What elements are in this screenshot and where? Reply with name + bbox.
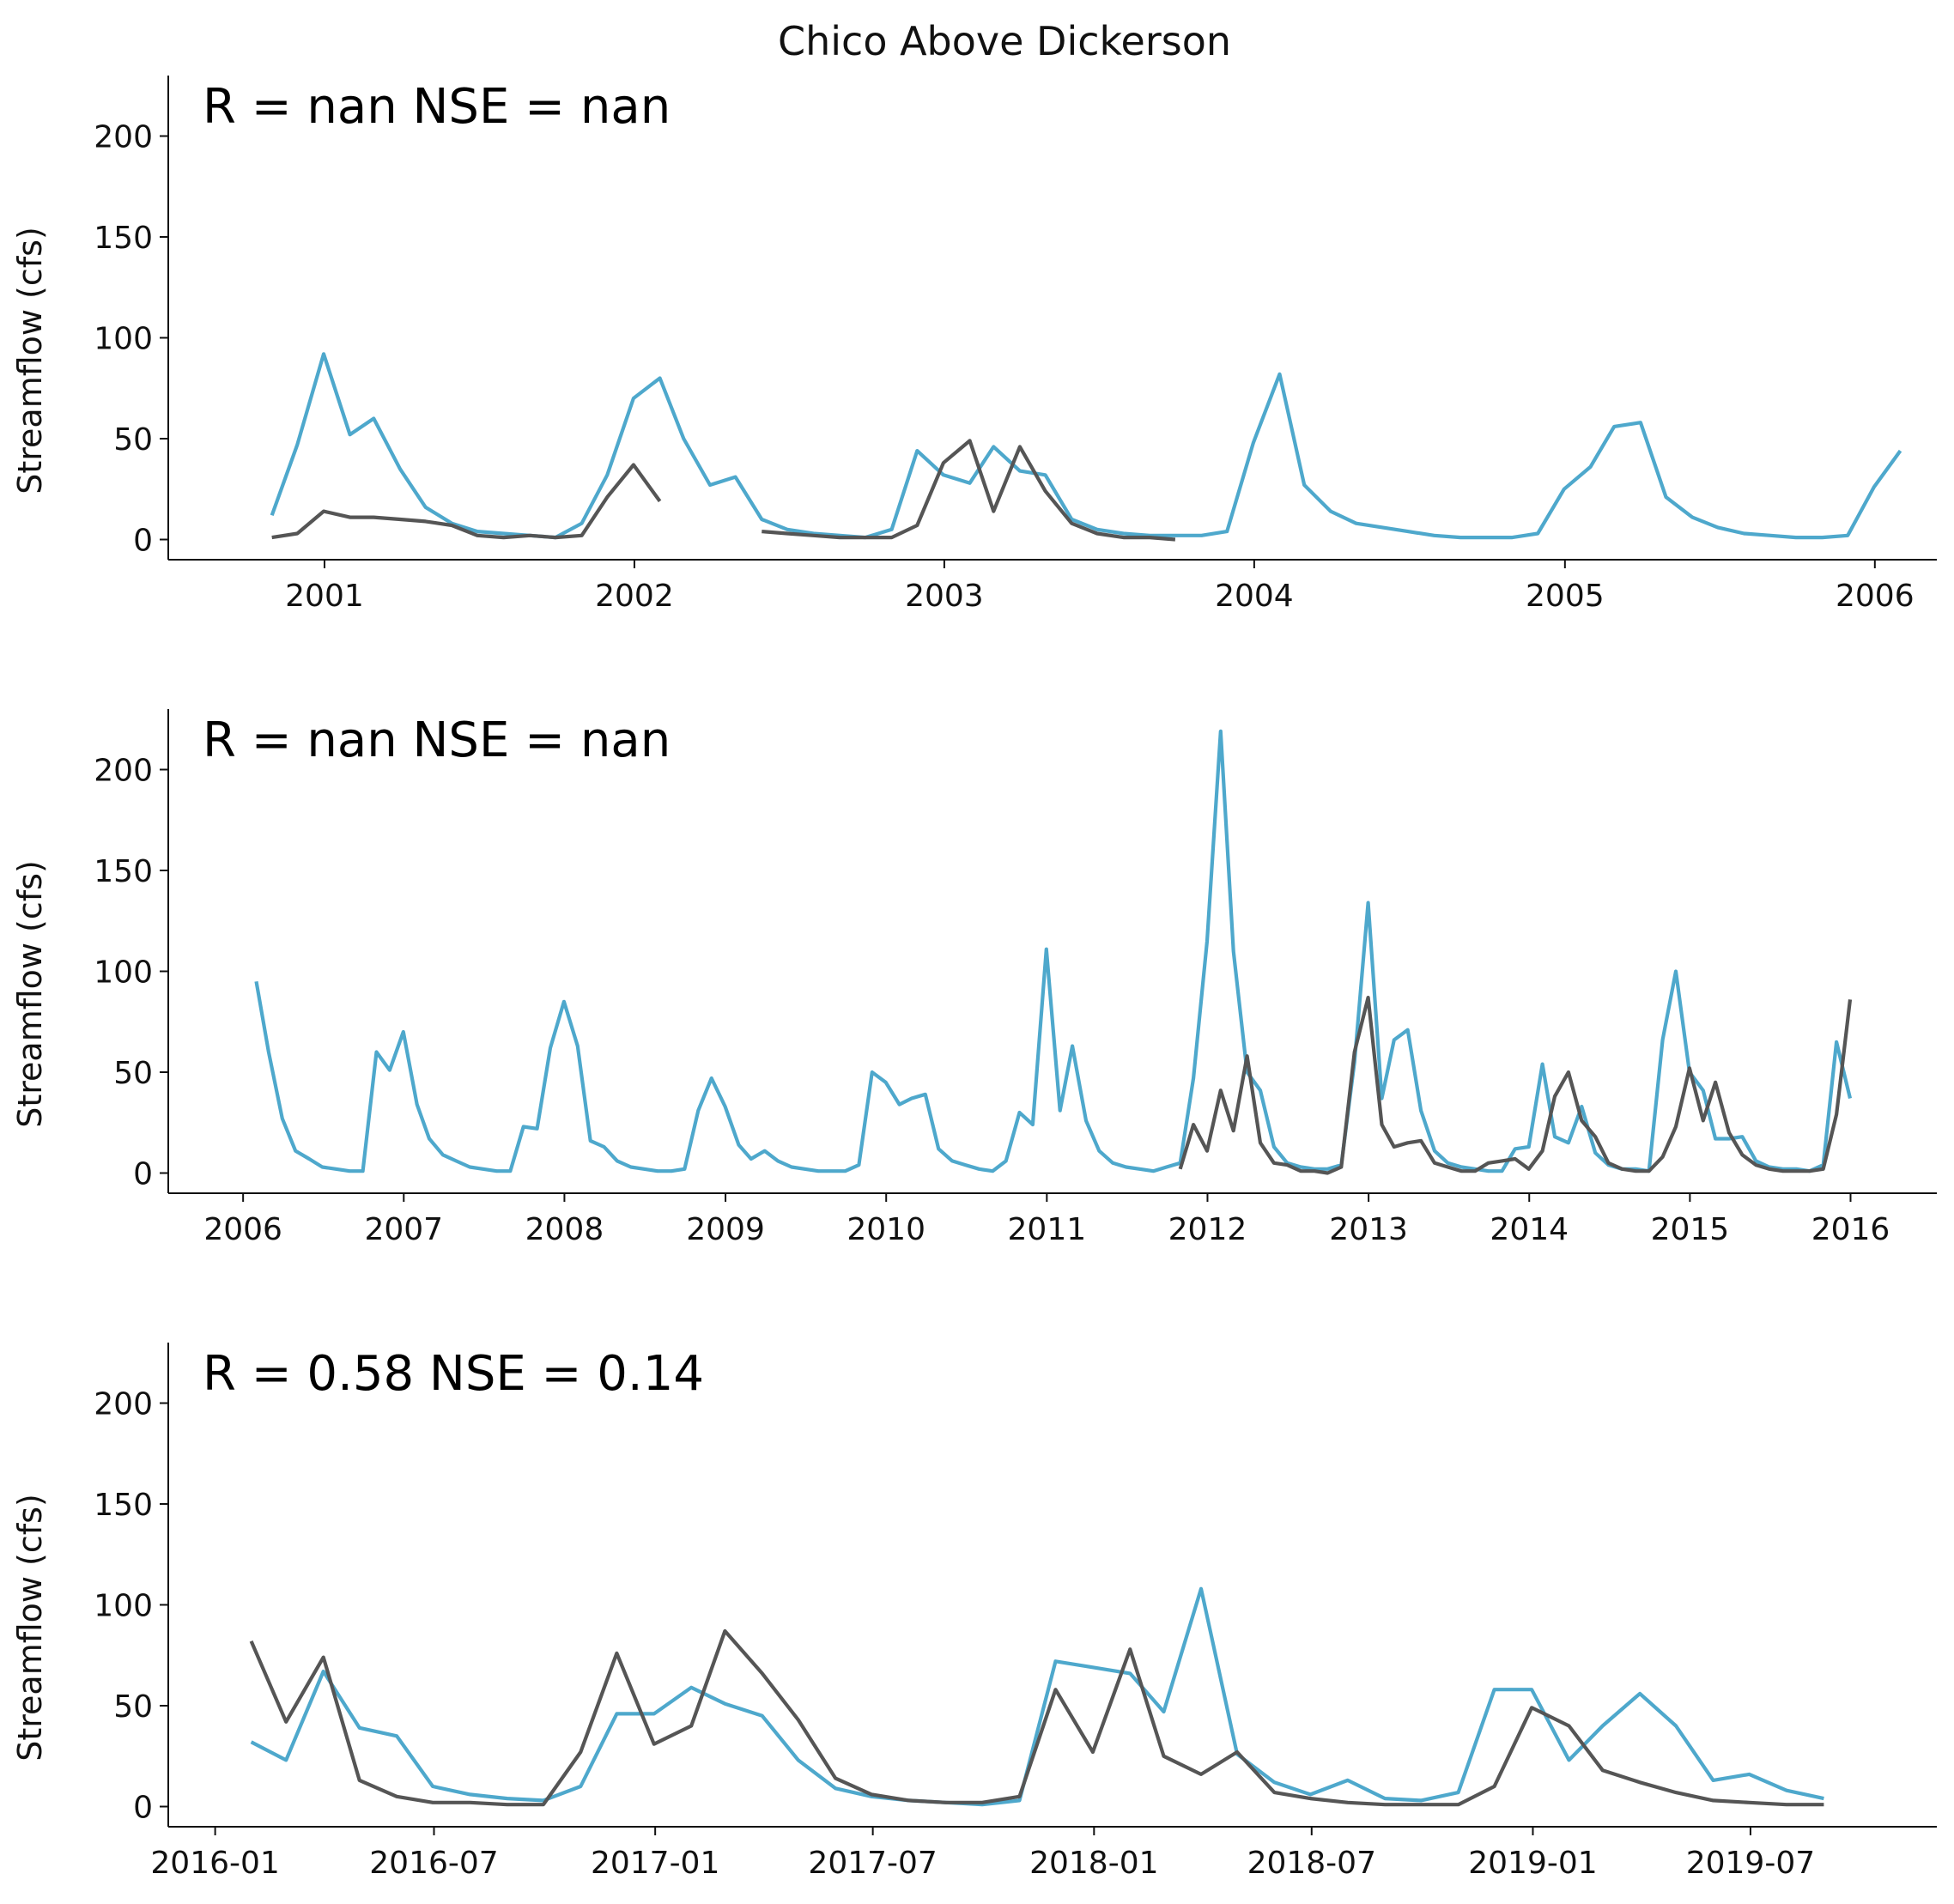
x-tick-label: 2004 [1215, 579, 1294, 614]
x-tick-label: 2007 [364, 1212, 443, 1247]
series-observed-line-1 [271, 463, 662, 540]
series-observed-line-1 [249, 1628, 1824, 1807]
x-tick-label: 2005 [1526, 579, 1605, 614]
x-tick-label: 2002 [595, 579, 674, 614]
x-tick-label: 2013 [1329, 1212, 1408, 1247]
y-tick-label: 100 [94, 1589, 153, 1624]
y-tick-label: 150 [94, 221, 153, 256]
y-axis-label: Streamflow (cfs) [11, 227, 49, 494]
y-tick-label: 0 [133, 1157, 153, 1192]
y-tick-label: 50 [113, 1056, 153, 1091]
y-tick-label: 200 [94, 754, 153, 789]
x-tick-label: 2019-07 [1686, 1846, 1815, 1881]
x-tick-label: 2006 [1836, 579, 1915, 614]
y-axis-label: Streamflow (cfs) [11, 1494, 49, 1762]
x-tick-label: 2018-07 [1247, 1846, 1376, 1881]
x-tick-label: 2016-07 [369, 1846, 498, 1881]
x-tick-label: 2017-01 [591, 1846, 719, 1881]
x-tick-label: 2003 [905, 579, 984, 614]
x-tick-label: 2017-07 [808, 1846, 937, 1881]
x-tick-label: 2014 [1490, 1212, 1569, 1247]
y-tick-label: 100 [94, 322, 153, 357]
x-tick-label: 2016-01 [150, 1846, 279, 1881]
metrics-annotation: R = 0.58 NSE = 0.14 [203, 1346, 704, 1402]
x-tick-label: 2012 [1168, 1212, 1247, 1247]
x-tick-label: 2018-01 [1029, 1846, 1158, 1881]
series-observed-line-2 [762, 439, 1176, 542]
x-tick-label: 2019-01 [1468, 1846, 1597, 1881]
panel-1: 0 50 100 150 200 2001 2002 2003 2004 2005 2006 Stre… [11, 76, 1937, 614]
y-tick-label: 150 [94, 1488, 153, 1523]
y-tick-label: 200 [94, 120, 153, 155]
metrics-annotation: R = nan NSE = nan [203, 712, 671, 768]
y-tick-label: 0 [133, 1791, 153, 1826]
y-tick-label: 50 [113, 422, 153, 458]
x-tick-label: 2009 [686, 1212, 765, 1247]
y-tick-label: 0 [133, 524, 153, 559]
metrics-annotation: R = nan NSE = nan [203, 79, 671, 135]
series-simulated-line-1 [254, 729, 1853, 1173]
x-tick-label: 2015 [1651, 1212, 1730, 1247]
y-tick-label: 100 [94, 955, 153, 991]
x-tick-label: 2011 [1008, 1212, 1087, 1247]
panels: 0 50 100 150 200 2001 2002 2003 2004 2005 2006 Stre… [11, 76, 1937, 1881]
series-observed-line-1 [1178, 995, 1853, 1175]
y-tick-label: 200 [94, 1387, 153, 1422]
series-simulated-line-1 [270, 352, 1902, 540]
panel-3: 0 50 100 150 200 2016-01 2016-07 2017-01 2017-07… [11, 1343, 1937, 1881]
y-axis-label: Streamflow (cfs) [11, 860, 49, 1128]
y-tick-label: 50 [113, 1689, 153, 1725]
x-tick-label: 2016 [1811, 1212, 1890, 1247]
figure-title: Chico Above Dickerson [778, 18, 1231, 64]
x-tick-label: 2006 [203, 1212, 282, 1247]
series-simulated-line-1 [250, 1586, 1824, 1807]
x-tick-label: 2010 [847, 1212, 925, 1247]
x-tick-label: 2001 [285, 579, 364, 614]
y-tick-label: 150 [94, 854, 153, 889]
x-tick-label: 2008 [525, 1212, 604, 1247]
panel-2: 0 50 100 150 200 2006 2007 2008 2009 2010 2011 2012… [11, 709, 1937, 1247]
